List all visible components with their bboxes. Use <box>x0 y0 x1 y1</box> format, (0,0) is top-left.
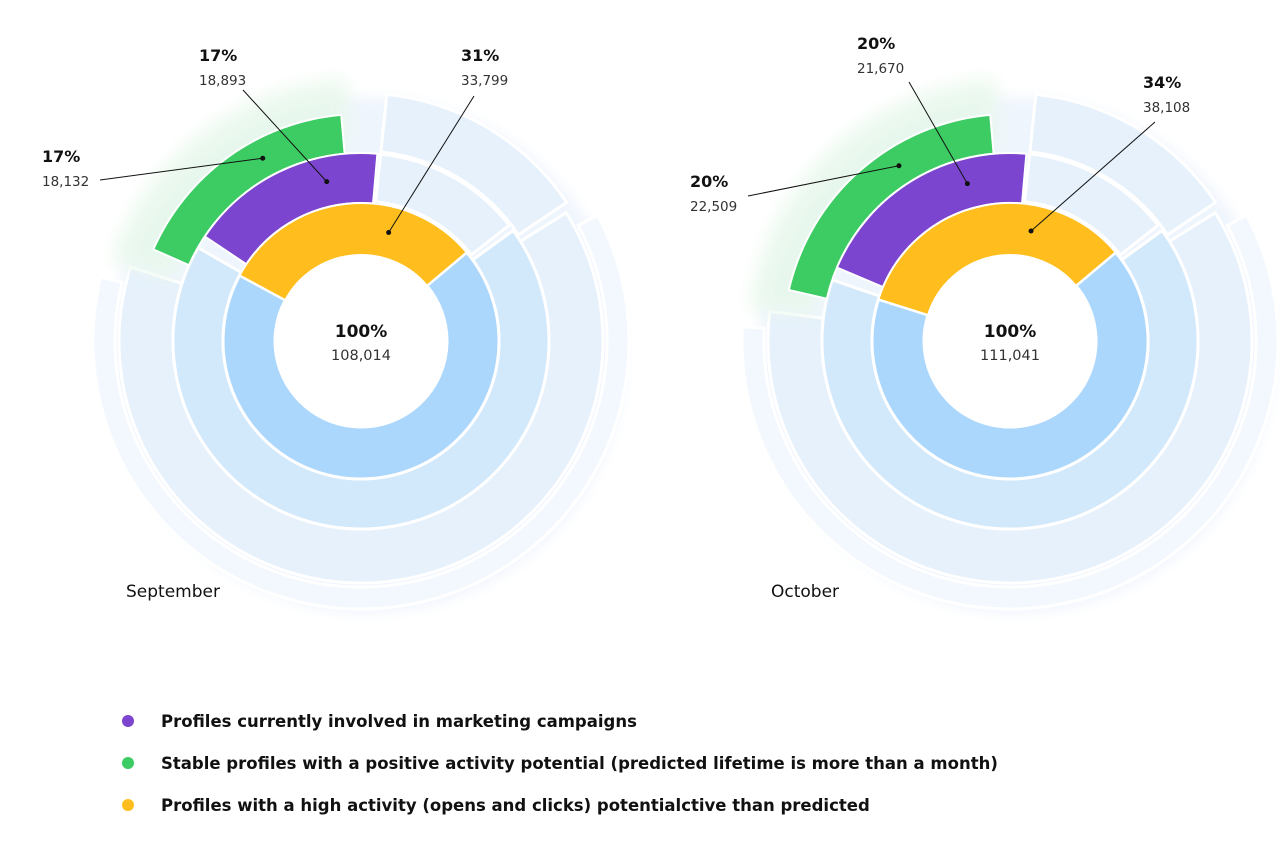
leader-dot-marketing <box>324 179 330 185</box>
label-value-marketing: 18,893 <box>199 73 246 89</box>
label-value-stable: 18,132 <box>42 174 89 190</box>
legend: Profiles currently involved in marketing… <box>122 700 998 826</box>
base-ring-outermost <box>740 213 1280 611</box>
chart-september: 100% 108,014 17% 18,893 17% 18,132 31% 33,799 Se… <box>42 46 631 613</box>
label-pct-high-activity: 34% <box>1143 73 1181 92</box>
leader-line-high-activity <box>388 95 475 233</box>
leader-dot-marketing <box>964 181 970 187</box>
pale-arc-top-inner <box>1022 152 1161 257</box>
label-pct-stable: 20% <box>690 172 728 191</box>
legend-dot-high-activity <box>122 799 134 811</box>
arc-high-activity <box>238 202 469 302</box>
legend-label-marketing: Profiles currently involved in marketing… <box>161 711 637 731</box>
legend-item-high-activity: Profiles with a high activity (opens and… <box>122 784 998 826</box>
base-ring-outermost <box>91 213 631 611</box>
legend-item-stable: Stable profiles with a positive activity… <box>122 742 998 784</box>
center-hole <box>925 256 1095 426</box>
base-ring-inner <box>221 250 501 481</box>
leader-line-marketing <box>242 89 328 182</box>
leader-line-marketing <box>908 81 968 184</box>
label-pct-marketing: 20% <box>857 34 895 53</box>
label-value-high-activity: 33,799 <box>461 73 508 89</box>
leader-line-high-activity <box>1030 121 1156 232</box>
legend-item-marketing: Profiles currently involved in marketing… <box>122 700 998 742</box>
chart-october: 100% 111,041 20% 21,670 20% 22,509 34% 38,108 Oc… <box>690 34 1280 613</box>
leader-line-stable <box>99 157 263 181</box>
leader-dot-high-activity <box>386 229 392 235</box>
label-value-stable: 22,509 <box>690 199 737 215</box>
pale-arc-top-outer <box>1028 92 1218 237</box>
center-pct: 100% <box>984 322 1037 342</box>
label-value-high-activity: 38,108 <box>1143 100 1190 116</box>
center-hole <box>276 256 446 426</box>
month-title: October <box>771 582 839 602</box>
month-title: September <box>126 582 220 602</box>
leader-line-stable <box>747 165 900 197</box>
legend-dot-stable <box>122 757 134 769</box>
arc-high-activity <box>877 202 1118 317</box>
label-pct-high-activity: 31% <box>461 46 499 65</box>
label-pct-stable: 17% <box>42 147 80 166</box>
legend-label-high-activity: Profiles with a high activity (opens and… <box>161 795 870 815</box>
legend-dot-marketing <box>122 715 134 727</box>
leader-dot-stable <box>896 163 902 169</box>
label-pct-marketing: 17% <box>199 46 237 65</box>
center-value: 108,014 <box>331 348 391 364</box>
center-value: 111,041 <box>980 348 1040 364</box>
base-ring-inner <box>870 250 1150 481</box>
pale-arc-top-inner <box>373 152 512 257</box>
leader-dot-high-activity <box>1028 228 1034 234</box>
leader-dot-stable <box>260 155 266 161</box>
pale-arc-top-outer <box>379 92 569 237</box>
legend-label-stable: Stable profiles with a positive activity… <box>161 753 998 773</box>
label-value-marketing: 21,670 <box>857 61 904 77</box>
center-pct: 100% <box>335 322 388 342</box>
